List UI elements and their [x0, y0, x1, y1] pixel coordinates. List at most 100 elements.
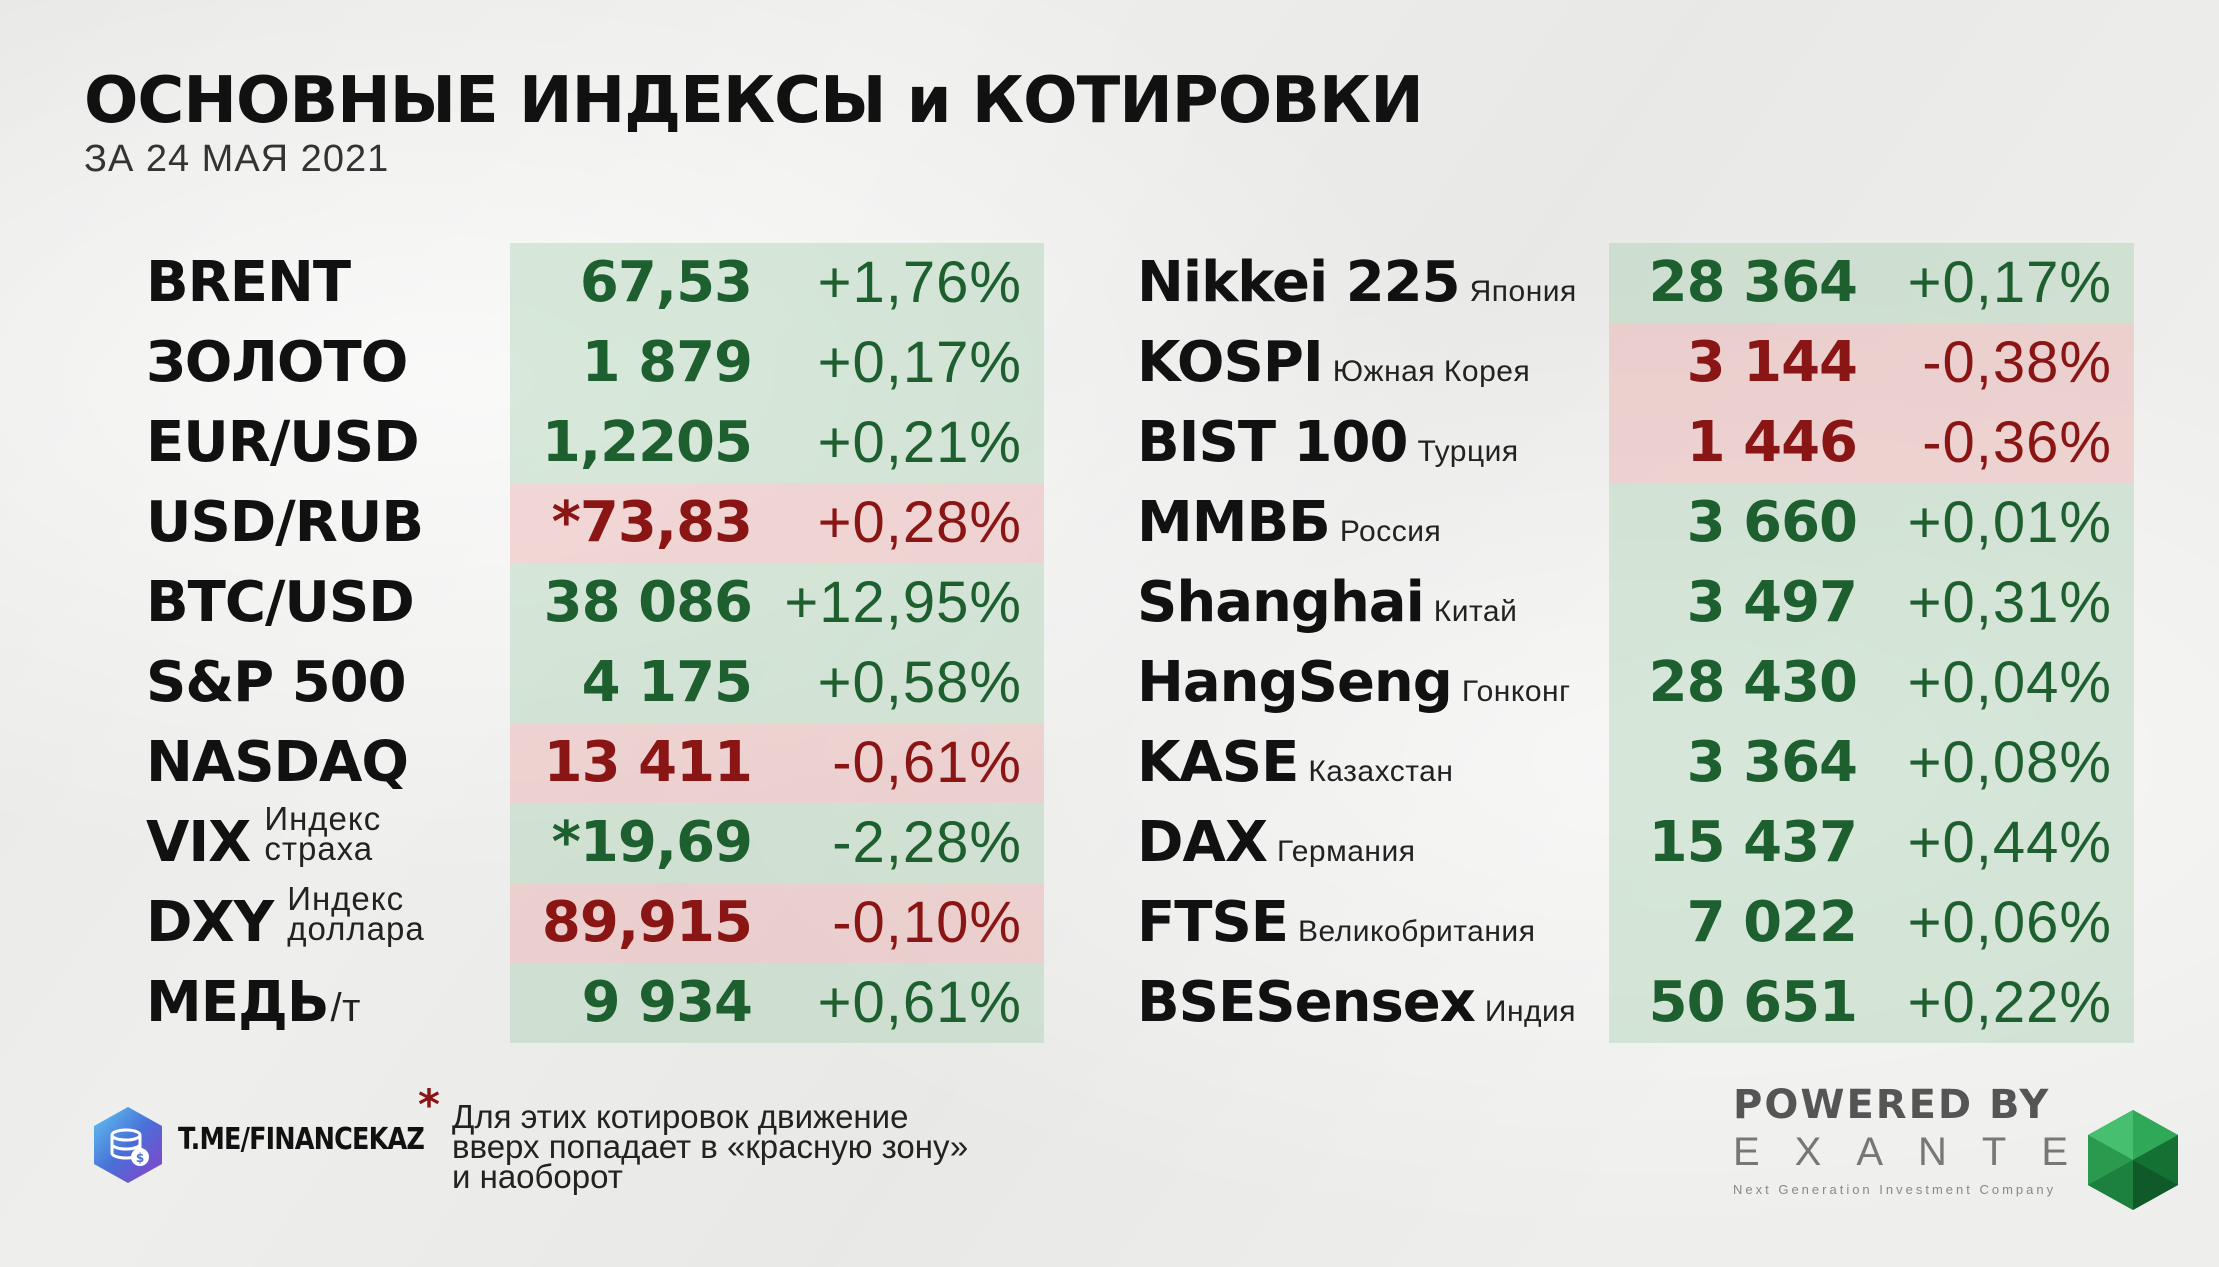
quote-name-text: BRENT	[146, 250, 351, 315]
emerald-gem-icon	[2088, 1110, 2178, 1210]
quote-country: Россия	[1339, 515, 1442, 548]
quote-change: +0,01%	[1907, 490, 2112, 555]
quote-change: +12,95%	[784, 570, 1022, 635]
quote-description: Индекс страха	[264, 799, 382, 865]
brand-name: EXANTE	[1733, 1130, 2104, 1174]
quote-country: Гонконг	[1461, 675, 1571, 708]
quote-zone-green	[510, 563, 1044, 643]
quote-name: VIX Индекс страха	[146, 799, 382, 883]
brand-tagline: Next Generation Investment Company	[1733, 1182, 2057, 1197]
quote-name: ММВБ Россия	[1137, 483, 1441, 563]
quote-country: Германия	[1277, 835, 1416, 868]
quote-zone-green	[1609, 483, 2134, 563]
quote-country: Казахстан	[1308, 755, 1454, 788]
quote-value: 9 934	[581, 970, 753, 1035]
page-title: ОСНОВНЫЕ ИНДЕКСЫ и КОТИРОВКИ	[84, 64, 1424, 138]
quote-name-text: ММВБ	[1137, 490, 1331, 555]
quote-name-text: FTSE	[1137, 890, 1289, 955]
footnote-line: вверх попадает в «красную зону»	[452, 1128, 969, 1165]
quote-zone-green	[1609, 723, 2134, 803]
quote-change: -2,28%	[832, 810, 1022, 875]
quote-value: 3 497	[1686, 570, 1858, 635]
quote-value: 50 651	[1648, 970, 1858, 1035]
quote-unit: /т	[330, 986, 361, 1030]
quote-change: -0,61%	[832, 730, 1022, 795]
footnote-line: Для этих котировок движение	[452, 1098, 909, 1135]
quote-value: 67,53	[579, 250, 753, 315]
quote-name: DAX Германия	[1137, 803, 1416, 883]
svg-text:$: $	[136, 1151, 144, 1165]
quote-name: ЗОЛОТО	[146, 323, 408, 403]
quote-name: BTC/USD	[146, 563, 415, 643]
footnote-text: Для этих котировок движение вверх попада…	[452, 1098, 1092, 1195]
quote-name-text: NASDAQ	[146, 730, 409, 795]
quote-zone-green	[510, 243, 1044, 323]
quote-name: DXY Индекс доллара	[146, 882, 425, 963]
quote-name: KASE Казахстан	[1137, 723, 1453, 803]
quote-name-text: BSESensex	[1137, 970, 1476, 1035]
page-date: ЗА 24 МАЯ 2021	[84, 138, 390, 180]
quote-name: FTSE Великобритания	[1137, 883, 1535, 963]
quote-zone-red	[510, 723, 1044, 803]
quote-change: +0,04%	[1907, 650, 2112, 715]
quote-change: -0,36%	[1922, 410, 2112, 475]
coin-stack-icon: $	[94, 1107, 162, 1183]
footnote-line: и наоборот	[452, 1158, 623, 1195]
quote-name: S&P 500	[146, 643, 407, 723]
telegram-link[interactable]: T.ME/FINANCEKAZ	[178, 1122, 425, 1157]
quote-change: +0,31%	[1907, 570, 2112, 635]
quote-country: Южная Корея	[1332, 355, 1531, 388]
quote-name-text: ЗОЛОТО	[146, 330, 408, 395]
quote-name-text: BIST 100	[1137, 410, 1408, 475]
quote-name: HangSeng Гонконг	[1137, 643, 1571, 723]
quote-name: МЕДЬ/т	[146, 963, 361, 1043]
quote-name: Nikkei 225 Япония	[1137, 243, 1577, 323]
quote-name-text: KASE	[1137, 730, 1299, 795]
quote-country: Индия	[1484, 995, 1577, 1028]
quote-name-text: Nikkei 225	[1137, 250, 1461, 315]
quote-description: Индекс доллара	[287, 882, 425, 947]
quote-value: 28 364	[1648, 250, 1858, 315]
quote-value: 3 144	[1686, 330, 1858, 395]
quote-value: 13 411	[543, 730, 753, 795]
quote-change: +0,08%	[1907, 730, 2112, 795]
quote-value: 3 364	[1686, 730, 1858, 795]
quote-zone-red	[510, 483, 1044, 563]
quote-name-text: EUR/USD	[146, 410, 420, 475]
quote-value: 1 879	[581, 330, 753, 395]
quote-value: 1,2205	[541, 410, 753, 475]
quote-zone-red	[1609, 403, 2134, 483]
quote-name-text: DXY	[146, 890, 274, 955]
quote-name-text: Shanghai	[1137, 570, 1425, 635]
quote-zone-red	[510, 883, 1044, 963]
quote-change: +0,61%	[817, 970, 1022, 1035]
quote-change: +0,17%	[1907, 250, 2112, 315]
quote-value: *19,69	[551, 810, 753, 875]
quote-zone-green	[1609, 563, 2134, 643]
quote-zone-green	[1609, 963, 2134, 1043]
quote-zone-green	[1609, 643, 2134, 723]
quote-change: +0,28%	[817, 490, 1022, 555]
quote-value: 3 660	[1686, 490, 1858, 555]
quote-zone-green	[510, 803, 1044, 883]
quote-description-line: Индекс	[264, 799, 382, 837]
quote-value: 15 437	[1648, 810, 1858, 875]
quote-change: +0,17%	[817, 330, 1022, 395]
quote-name-text: USD/RUB	[146, 490, 424, 555]
quote-name: EUR/USD	[146, 403, 420, 483]
quote-name-text: DAX	[1137, 810, 1268, 875]
quote-name: Shanghai Китай	[1137, 563, 1517, 643]
quote-country: Турция	[1417, 435, 1519, 468]
quote-name: BIST 100 Турция	[1137, 403, 1519, 483]
quote-value: *73,83	[551, 490, 753, 555]
quote-name-text: МЕДЬ	[146, 970, 330, 1035]
quote-change: +0,44%	[1907, 810, 2112, 875]
quote-zone-green	[510, 643, 1044, 723]
quote-description-line: доллара	[287, 909, 425, 947]
quote-zone-red	[1609, 323, 2134, 403]
quote-value: 89,915	[541, 890, 753, 955]
quote-name-text: BTC/USD	[146, 570, 415, 635]
quote-zone-green	[510, 403, 1044, 483]
footnote-asterisk: *	[418, 1080, 440, 1129]
quote-name-text: VIX	[146, 810, 251, 875]
